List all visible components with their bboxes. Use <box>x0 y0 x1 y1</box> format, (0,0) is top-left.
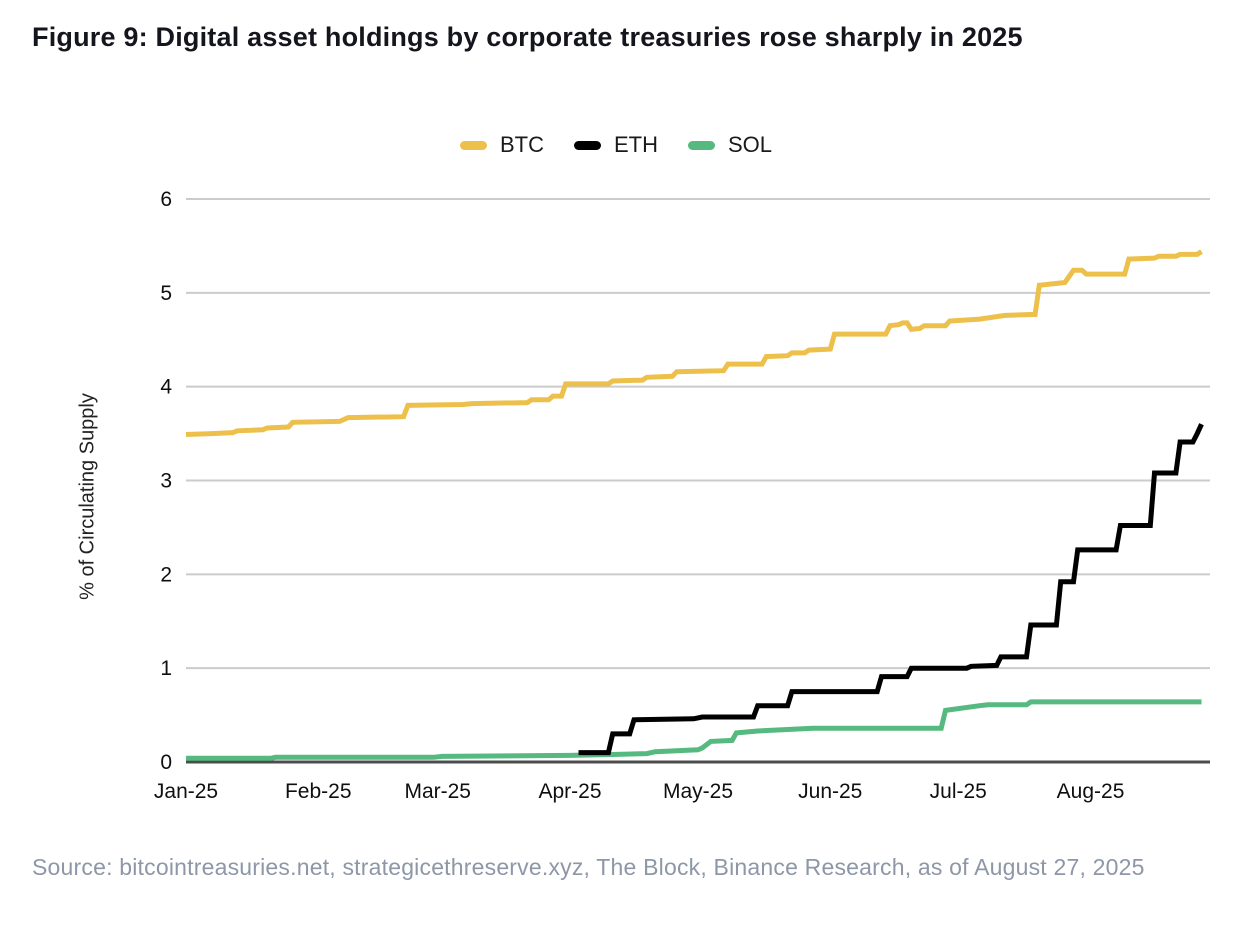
y-tick-label: 3 <box>160 470 172 493</box>
x-tick-label: Apr-25 <box>538 780 601 803</box>
y-tick-label: 1 <box>160 657 172 680</box>
figure-title: Figure 9: Digital asset holdings by corp… <box>32 22 1023 52</box>
y-tick-label: 4 <box>160 376 172 399</box>
legend: BTC ETH SOL <box>460 132 772 158</box>
eth-legend-label: ETH <box>614 132 658 157</box>
legend-item-btc: BTC <box>460 132 544 158</box>
legend-item-sol: SOL <box>688 132 772 158</box>
btc-legend-label: BTC <box>500 132 544 157</box>
series-line-eth <box>578 423 1204 756</box>
x-tick-label: Feb-25 <box>285 780 352 803</box>
y-tick-label: 0 <box>160 751 172 774</box>
y-tick-label: 6 <box>160 188 172 211</box>
x-tick-label: Aug-25 <box>1057 780 1125 803</box>
source-note: Source: bitcointreasuries.net, strategic… <box>32 854 1145 880</box>
eth-legend-swatch-icon <box>574 140 601 150</box>
x-tick-label: May-25 <box>663 780 733 803</box>
sol-legend-swatch-icon <box>688 140 715 150</box>
series-line-sol <box>186 699 1202 761</box>
y-tick-label: 2 <box>160 563 172 586</box>
x-tick-label: Jul-25 <box>930 780 987 803</box>
sol-legend-label: SOL <box>728 132 773 157</box>
x-tick-label: Jan-25 <box>154 780 218 803</box>
legend-item-eth: ETH <box>574 132 658 158</box>
btc-legend-swatch-icon <box>460 140 487 150</box>
x-tick-label: Mar-25 <box>404 780 471 803</box>
series-line-btc <box>185 249 1203 437</box>
y-tick-label: 5 <box>160 282 172 305</box>
x-tick-label: Jun-25 <box>798 780 862 803</box>
